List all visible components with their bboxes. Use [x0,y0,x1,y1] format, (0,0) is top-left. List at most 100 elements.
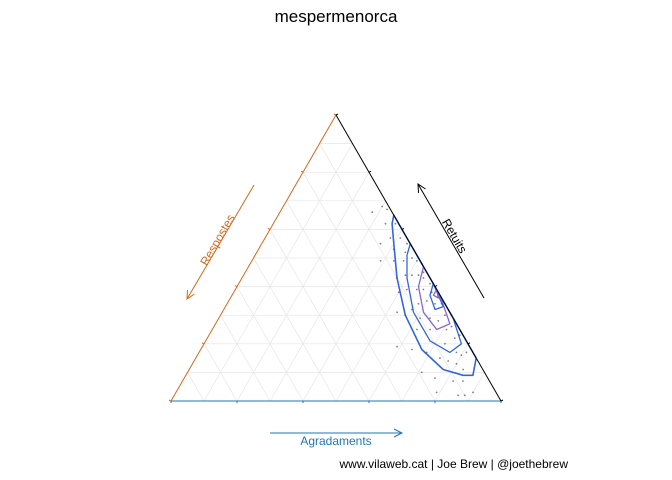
data-point [406,288,408,291]
data-point [429,282,431,285]
data-point [394,222,397,225]
data-point [444,342,446,345]
grid-line [236,286,304,402]
right-edge [335,114,502,402]
data-point [435,391,438,394]
data-point [386,208,388,211]
bottom-axis-arrow [270,428,404,438]
left-axis-label: Respostes [197,212,237,268]
grid [187,143,485,402]
data-point [406,242,408,245]
data-point [416,260,418,262]
data-point [422,288,425,291]
data-point [447,360,450,362]
data-point [396,311,398,314]
data-point [389,237,392,239]
data-point [460,354,463,357]
data-point [404,314,407,317]
right-axis-label: Retuits [439,216,470,255]
data-point [429,317,431,319]
chart-caption: www.vilaweb.cat | Joe Brew | @joethebrew [338,457,568,471]
data-point [444,314,446,317]
left-tick [300,170,304,173]
grid-line [220,315,271,402]
data-point [416,288,418,291]
chart-title: mespermenorca [275,7,398,26]
data-point [420,371,423,374]
triangle-frame [170,114,502,402]
right-tick [368,170,372,173]
grid-line [269,200,386,402]
data-point [465,351,468,354]
data-point [397,291,400,294]
grid-line [335,257,419,402]
left-tick [168,399,172,402]
grid-line [203,343,238,402]
data-point [399,237,402,239]
data-point [429,328,431,331]
grid-line [368,286,436,402]
data-point [472,391,474,394]
data-point [455,351,458,354]
left-axis-arrow [186,184,255,300]
data-point [463,394,466,397]
left-tick [267,227,271,230]
data-point [458,334,461,337]
density-contour [417,265,451,331]
data-point [411,274,413,277]
right-tick [434,285,438,288]
data-point [392,260,395,262]
grid-line [286,200,403,402]
data-point [411,308,413,311]
data-point [417,302,420,305]
data-point [417,274,420,277]
grid-line [319,143,469,402]
data-point [379,260,382,262]
data-point [402,260,405,262]
bottom-axis-label: Agradaments [300,434,371,448]
data-point [462,368,464,371]
data-point [404,274,407,277]
data-point [457,394,459,397]
data-point [422,271,425,274]
data-points [371,205,474,397]
grid-line [467,372,485,402]
data-point [430,291,433,294]
axis-ticks [168,113,504,403]
left-tick [234,285,238,288]
data-point [416,328,418,331]
density-contour [432,288,439,299]
left-tick [201,342,205,345]
grid-line [401,315,452,402]
data-point [371,211,374,214]
density-contour [429,283,444,311]
data-point [384,222,387,225]
data-point [450,325,453,328]
data-point [455,362,458,365]
data-point [445,328,448,331]
grid-line [203,143,353,402]
data-point [419,317,422,319]
data-point [422,277,425,279]
data-point [381,205,384,208]
data-point [379,242,382,245]
grid-line [253,257,337,402]
data-point [411,257,413,259]
right-tick [500,399,504,402]
data-point [404,251,407,254]
left-tick [333,113,337,116]
left-edge [170,114,337,402]
data-point [437,320,440,322]
data-point [440,302,443,305]
data-point [411,348,413,351]
data-point [439,357,441,359]
data-point [434,377,436,379]
data-point [452,380,454,382]
right-tick [335,113,339,116]
data-point [392,248,395,251]
data-point [425,300,428,302]
data-point [462,380,464,382]
right-tick [401,227,405,230]
right-tick [467,342,471,345]
